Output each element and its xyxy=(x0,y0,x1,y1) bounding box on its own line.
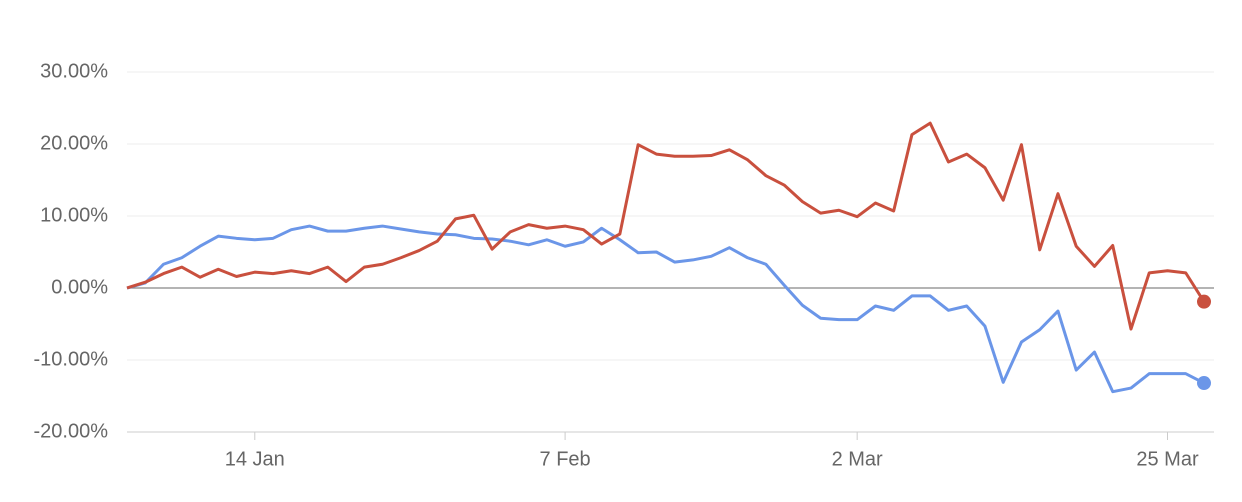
series-line xyxy=(126,224,1205,394)
x-tick-label: 7 Feb xyxy=(540,448,591,470)
end-point xyxy=(1197,376,1211,391)
x-tick-label: 25 Mar xyxy=(1136,448,1199,470)
y-tick-label: 30.00% xyxy=(40,60,108,82)
y-tick-label: 20.00% xyxy=(40,132,108,154)
x-tick-label: 14 Jan xyxy=(225,448,285,470)
y-tick-label: -20.00% xyxy=(34,420,109,442)
y-tick-label: -10.00% xyxy=(34,348,109,370)
y-tick-label: 0.00% xyxy=(51,276,108,298)
y-tick-label: 10.00% xyxy=(40,204,108,226)
series-line xyxy=(126,121,1206,331)
end-point xyxy=(1197,294,1211,309)
x-tick-label: 2 Mar xyxy=(832,448,883,470)
